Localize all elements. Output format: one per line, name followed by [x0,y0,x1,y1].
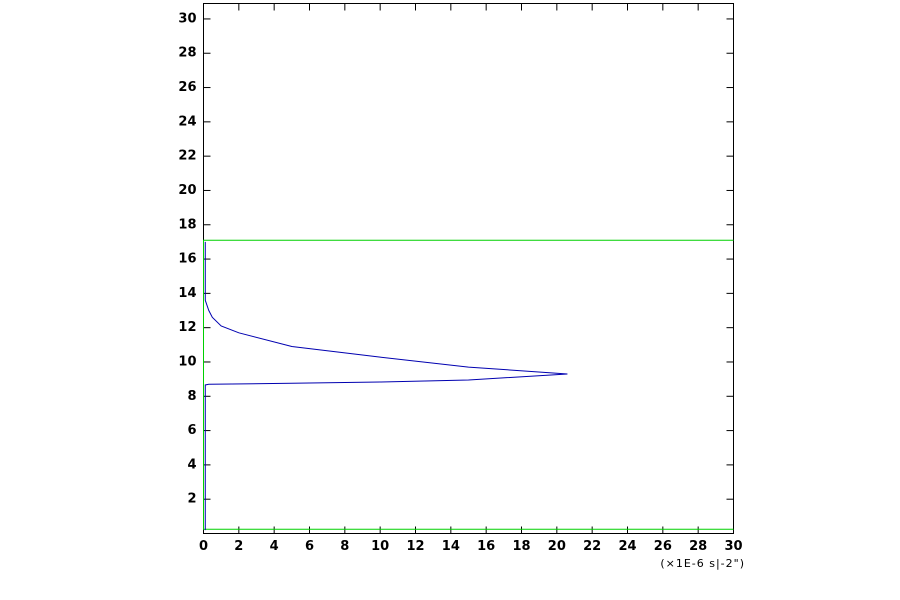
y-tick-label: 26 [178,80,196,95]
y-tick-label: 30 [178,11,196,26]
y-tick-label: 22 [178,149,196,164]
x-tick-label: 20 [548,539,566,554]
x-tick-label: 12 [406,539,424,554]
plot-frame [203,3,734,534]
y-tick-label: 12 [178,320,196,335]
y-tick-label: 20 [178,183,196,198]
series-line [203,239,734,530]
y-tick-label: 10 [178,354,196,369]
x-tick-label: 18 [512,539,530,554]
y-tick-label: 4 [187,457,196,472]
x-tick-label: 10 [371,539,389,554]
y-tick-label: 14 [178,286,196,301]
x-tick-label: 4 [270,539,279,554]
y-tick-label: 18 [178,217,196,232]
x-tick-label: 0 [199,539,208,554]
x-tick-label: 30 [724,539,742,554]
y-tick-label: 24 [178,114,196,129]
x-tick-label: 26 [654,539,672,554]
x-tick-label: 6 [305,539,314,554]
y-tick-label: 2 [187,492,196,507]
x-tick-label: 2 [234,539,243,554]
series-line [204,241,568,531]
x-tick-label: 22 [583,539,601,554]
y-tick-label: 6 [187,423,196,438]
x-tick-label: 8 [340,539,349,554]
y-tick-label: 16 [178,252,196,267]
x-tick-label: 16 [477,539,495,554]
x-tick-label: 24 [618,539,636,554]
y-tick-label: 8 [187,389,196,404]
y-tick-label: 28 [178,46,196,61]
x-axis-label: (×1E-6 s|-2") [660,557,745,570]
x-tick-label: 14 [442,539,460,554]
x-tick-label: 28 [689,539,707,554]
